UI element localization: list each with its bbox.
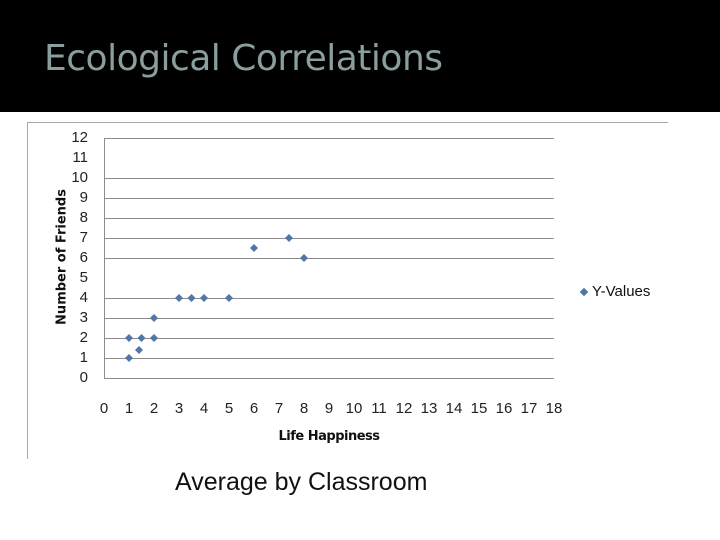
x-tick-label: 18 — [545, 400, 563, 417]
data-point — [175, 294, 183, 302]
data-point — [150, 334, 158, 342]
x-tick-label: 2 — [149, 400, 159, 417]
y-tick-label: 3 — [79, 309, 88, 326]
y-tick-label: 1 — [79, 349, 88, 366]
data-point — [125, 334, 133, 342]
chart-frame-border-left — [27, 122, 28, 459]
x-tick-label: 15 — [470, 400, 488, 417]
slide-caption: Average by Classroom — [175, 468, 428, 496]
data-point — [135, 346, 143, 354]
slide-header: Ecological Correlations — [0, 0, 720, 112]
data-point — [250, 244, 258, 252]
x-tick-label: 5 — [224, 400, 234, 417]
x-tick-label: 13 — [420, 400, 438, 417]
y-tick-label: 9 — [79, 189, 88, 206]
x-tick-label: 12 — [395, 400, 413, 417]
data-point — [187, 294, 196, 302]
y-tick-label: 12 — [71, 129, 88, 146]
y-tick-label: 7 — [79, 229, 88, 246]
y-tick-label: 2 — [79, 329, 88, 346]
x-tick-label: 4 — [199, 400, 209, 417]
x-tick-label: 14 — [445, 400, 463, 417]
x-tick-label: 0 — [99, 400, 109, 417]
y-tick-label: 6 — [79, 249, 88, 266]
data-point — [300, 254, 308, 262]
data-point — [125, 354, 133, 362]
data-point — [200, 294, 208, 302]
x-tick-label: 17 — [520, 400, 538, 417]
plot-area — [104, 138, 554, 379]
x-axis-label: Life Happiness — [278, 429, 380, 444]
y-tick-label: 0 — [79, 369, 88, 386]
y-tick-label: 11 — [72, 149, 88, 166]
x-tick-label: 6 — [249, 400, 259, 417]
y-tick-label: 5 — [79, 269, 88, 286]
x-tick-label: 3 — [174, 400, 184, 417]
legend-label: Y-Values — [592, 283, 651, 300]
y-tick-label: 8 — [79, 209, 88, 226]
x-tick-label: 9 — [324, 400, 334, 417]
y-axis-label: Number of Friends — [54, 189, 70, 325]
x-tick-label: 7 — [274, 400, 284, 417]
chart-frame-border-top — [27, 122, 668, 123]
y-tick-label: 4 — [79, 289, 88, 306]
legend: Y-Values — [579, 283, 651, 300]
y-tick-label: 10 — [71, 169, 88, 186]
x-tick-label: 10 — [345, 400, 363, 417]
slide-title: Ecological Correlations — [44, 38, 443, 79]
data-point — [285, 234, 293, 242]
data-point — [225, 294, 233, 302]
x-tick-label: 16 — [495, 400, 513, 417]
diamond-marker-icon — [579, 287, 589, 296]
data-point — [137, 334, 146, 342]
x-tick-label: 11 — [371, 400, 387, 417]
x-tick-label: 1 — [124, 400, 134, 417]
x-tick-label: 8 — [299, 400, 309, 417]
scatter-plot — [104, 138, 554, 379]
data-point — [150, 314, 158, 322]
